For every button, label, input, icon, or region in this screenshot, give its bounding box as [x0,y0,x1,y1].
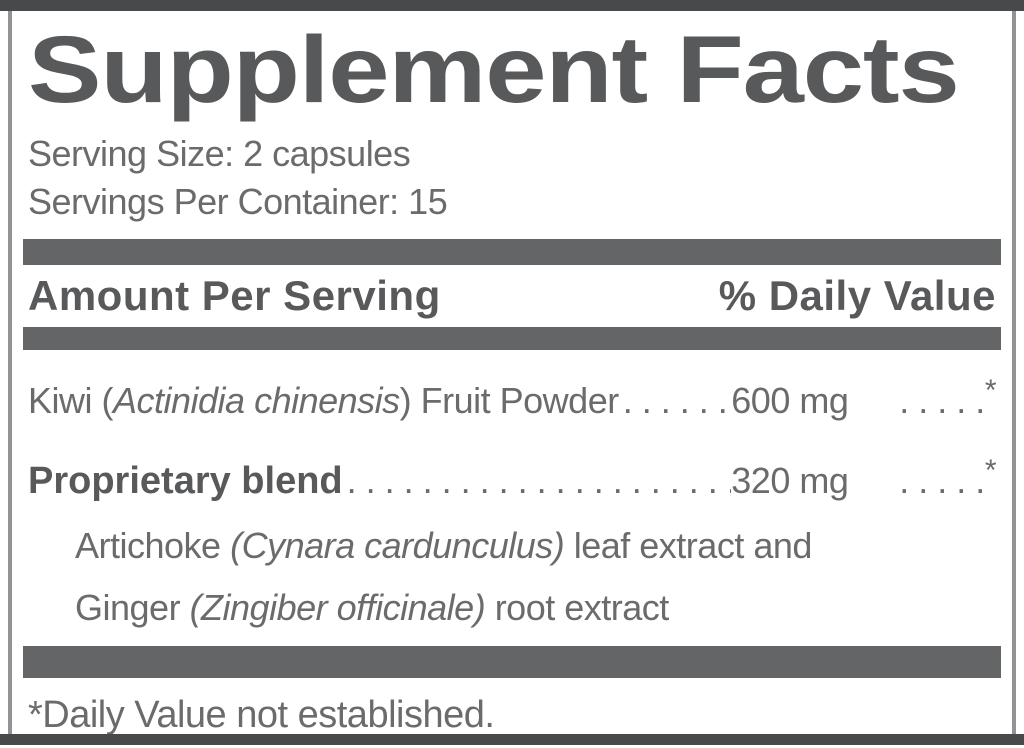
servings-per-container-line: Servings Per Container: 15 [28,181,448,222]
dot-leader: . . . . . . . . . . . . . . . . . . . . … [346,460,732,501]
ingredient-row-kiwi: Kiwi (Actinidia chinensis) Fruit Powder … [28,374,997,426]
ingredient-name: Kiwi (Actinidia chinensis) Fruit Powder [28,379,619,423]
bottom-rule [0,734,1024,745]
separator-bar-thick [23,239,1001,265]
daily-value-footnote: *Daily Value not established. [28,694,495,736]
trailing-dots: . . . . . [899,380,985,421]
ingredient-name-prefix: Kiwi ( [28,380,114,421]
separator-bar-thick [23,646,1001,678]
serving-size-line: Serving Size: 2 capsules [28,133,411,174]
blend-component-prefix: Artichoke [75,525,231,566]
ingredient-amount: 320 mg [731,460,849,501]
ingredient-row-proprietary-blend: Proprietary blend . . . . . . . . . . . … [28,454,997,506]
separator-bar-thick [23,327,1001,350]
column-header-row: Amount Per Serving % Daily Value [28,274,996,318]
dot-leader: . . . . . . . . . . . . . . . . . . . . … [622,380,732,421]
blend-component-suffix: leaf extract and [564,525,813,566]
left-border [8,11,12,734]
daily-value-asterisk: * [984,374,997,407]
top-rule [0,0,1024,11]
ingredient-name-suffix: ) Fruit Powder [399,380,620,421]
blend-component-latin: (Zingiber officinale) [189,587,486,628]
panel-title: Supplement Facts [28,17,960,123]
blend-component-artichoke: Artichoke (Cynara cardunculus) leaf extr… [28,524,996,568]
right-border [1012,11,1016,734]
ingredient-amount: 600 mg [731,380,849,421]
daily-value-asterisk: * [984,454,997,487]
blend-component-suffix: root extract [485,587,670,628]
amount-per-serving-header: Amount Per Serving [28,272,441,319]
trailing-dots: . . . . . [899,460,985,501]
panel-content: Supplement Facts Serving Size: 2 capsule… [23,11,1001,739]
blend-component-ginger: Ginger (Zingiber officinale) root extrac… [28,586,996,630]
ingredient-name: Proprietary blend [28,460,343,502]
percent-daily-value-header: % Daily Value [718,272,996,319]
blend-component-latin: (Cynara cardunculus) [230,525,565,566]
blend-component-prefix: Ginger [75,587,190,628]
ingredient-latin-name: Actinidia chinensis [113,380,400,421]
